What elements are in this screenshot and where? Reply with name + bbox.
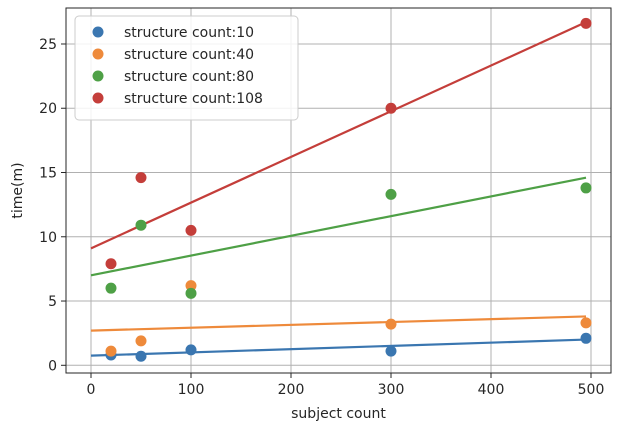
data-point-series-3 xyxy=(135,219,147,231)
x-tick-label: 300 xyxy=(378,382,405,398)
x-tick-label: 400 xyxy=(478,382,505,398)
x-axis-label: subject count xyxy=(291,406,386,422)
data-point-series-4 xyxy=(385,102,397,114)
data-point-series-2 xyxy=(185,280,197,292)
fit-lines xyxy=(90,21,587,357)
x-tick-label: 0 xyxy=(87,382,96,398)
y-tick-label: 10 xyxy=(39,230,57,246)
data-point-series-2 xyxy=(135,335,147,347)
fit-line-series-4 xyxy=(90,21,587,250)
y-tick-label: 25 xyxy=(39,37,57,53)
legend-marker xyxy=(92,48,104,60)
data-point-series-2 xyxy=(580,317,592,329)
legend-label: structure count:40 xyxy=(124,47,254,63)
data-point-series-4 xyxy=(580,17,592,29)
data-point-series-1 xyxy=(580,332,592,344)
fit-line-series-1 xyxy=(90,338,587,357)
legend-label: structure count:10 xyxy=(124,25,254,41)
data-point-series-1 xyxy=(385,345,397,357)
legend-marker xyxy=(92,70,104,82)
data-point-series-4 xyxy=(135,172,147,184)
legend-label: structure count:108 xyxy=(124,91,263,107)
data-point-series-3 xyxy=(385,188,397,200)
legend-marker xyxy=(92,92,104,104)
data-point-series-2 xyxy=(385,318,397,330)
legend-label: structure count:80 xyxy=(124,69,254,85)
fit-line-series-3 xyxy=(90,176,587,277)
x-tick-label: 200 xyxy=(278,382,305,398)
data-point-series-1 xyxy=(135,350,147,362)
data-point-series-3 xyxy=(105,282,117,294)
y-tick-label: 0 xyxy=(48,358,57,374)
y-axis: 0 5 10 15 20 25 xyxy=(39,37,66,374)
legend-box xyxy=(74,15,299,121)
data-point-series-3 xyxy=(580,182,592,194)
data-point-series-2 xyxy=(105,345,117,357)
y-tick-label: 20 xyxy=(39,101,57,117)
fit-line-series-2 xyxy=(90,315,587,332)
y-tick-label: 5 xyxy=(48,294,57,310)
data-point-series-3 xyxy=(185,287,197,299)
data-points xyxy=(105,17,592,362)
data-point-series-4 xyxy=(185,224,197,236)
plot-frame xyxy=(65,7,612,374)
legend: structure count:10 structure count:40 stru… xyxy=(74,15,299,121)
x-axis: 0 100 200 300 400 500 xyxy=(87,373,605,398)
y-axis-label: time(m) xyxy=(10,162,26,218)
x-tick-label: 500 xyxy=(578,382,605,398)
data-point-series-1 xyxy=(185,344,197,356)
y-tick-label: 15 xyxy=(39,166,57,182)
legend-marker xyxy=(92,26,104,38)
data-point-series-4 xyxy=(105,258,117,270)
x-tick-label: 100 xyxy=(178,382,205,398)
